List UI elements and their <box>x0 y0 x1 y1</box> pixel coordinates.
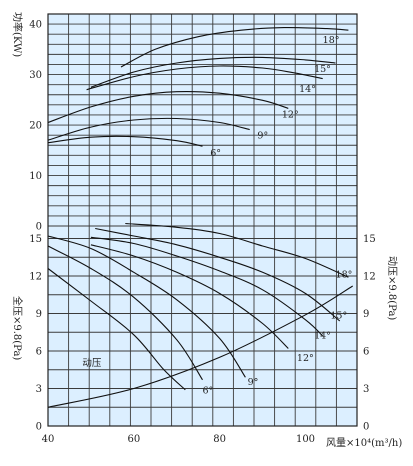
power-curve-0 <box>120 27 349 68</box>
dynamic-pressure-axis-label: 动压×9.8(Pa) <box>386 256 398 320</box>
pressure-tick-label: 3 <box>36 384 42 395</box>
pressure-curve-label-4: 9° <box>248 377 259 388</box>
pressure-tick-label: 15 <box>29 234 42 245</box>
power-curve-1 <box>90 56 336 88</box>
x-tick-label: 80 <box>213 434 226 445</box>
pressure-curve-label-2: 14° <box>314 331 331 342</box>
power-tick-label: 20 <box>29 121 42 132</box>
pressure-curve-0 <box>125 222 349 278</box>
pressure-curve-1 <box>95 227 341 322</box>
pressure-curve-label-0: 18° <box>336 269 353 280</box>
pressure-curve-6 <box>47 285 353 408</box>
x-tick-label: 100 <box>296 434 315 445</box>
dynamic-pressure-tick-label: 6 <box>363 347 369 358</box>
grid <box>47 13 358 427</box>
x-tick-label: 40 <box>42 434 55 445</box>
power-curve-label-1: 15° <box>314 64 331 75</box>
pressure-tick-label: 9 <box>36 309 42 320</box>
pressure-curve-7 <box>47 268 186 391</box>
plot-background <box>48 14 357 426</box>
power-tick-label: 30 <box>29 70 42 81</box>
power-curve-2 <box>86 65 323 91</box>
total-pressure-axis-label: 全压×9.8(Pa) <box>11 296 24 360</box>
power-curve-3 <box>47 90 289 124</box>
pressure-curve-2 <box>90 236 324 337</box>
curves <box>47 27 353 408</box>
pressure-tick-label: 0 <box>36 422 42 433</box>
pressure-curve-5 <box>47 245 203 381</box>
dynamic-pressure-tick-label: 3 <box>363 384 369 395</box>
power-tick-label: 40 <box>29 20 42 31</box>
power-curve-label-4: 9° <box>257 131 268 142</box>
plot-frame <box>47 13 358 427</box>
pressure-curve-3 <box>90 244 289 349</box>
x-tick-label: 60 <box>127 434 140 445</box>
pressure-curve-label-6: 动压 <box>82 358 102 369</box>
pressure-curve-label-1: 15° <box>330 311 347 322</box>
power-curve-label-3: 12° <box>282 109 299 120</box>
pressure-curve-4 <box>47 235 246 378</box>
power-curve-5 <box>47 135 203 147</box>
dynamic-pressure-tick-label: 15 <box>363 234 376 245</box>
dynamic-pressure-tick-label: 12 <box>363 272 376 283</box>
pressure-curve-label-3: 12° <box>297 353 314 364</box>
pressure-tick-label: 6 <box>36 347 42 358</box>
power-curve-label-5: 6° <box>210 148 221 159</box>
power-axis-label: 功率(KW) <box>11 12 24 57</box>
power-tick-label: 10 <box>29 171 42 182</box>
power-curve-label-0: 18° <box>323 35 340 46</box>
power-curve-4 <box>47 117 250 141</box>
pressure-curve-label-5: 6° <box>203 386 214 397</box>
curve-annotations: 18°15°14°12°9°6°18°15°14°12°9°6°动压 <box>82 35 352 397</box>
dynamic-pressure-tick-label: 0 <box>363 422 369 433</box>
power-tick-label: 0 <box>36 222 42 233</box>
pressure-tick-label: 12 <box>29 272 42 283</box>
dynamic-pressure-tick-label: 9 <box>363 309 369 320</box>
power-curve-label-2: 14° <box>299 84 316 95</box>
x-axis-label: 风量×10⁴(m³/h) <box>326 437 402 449</box>
